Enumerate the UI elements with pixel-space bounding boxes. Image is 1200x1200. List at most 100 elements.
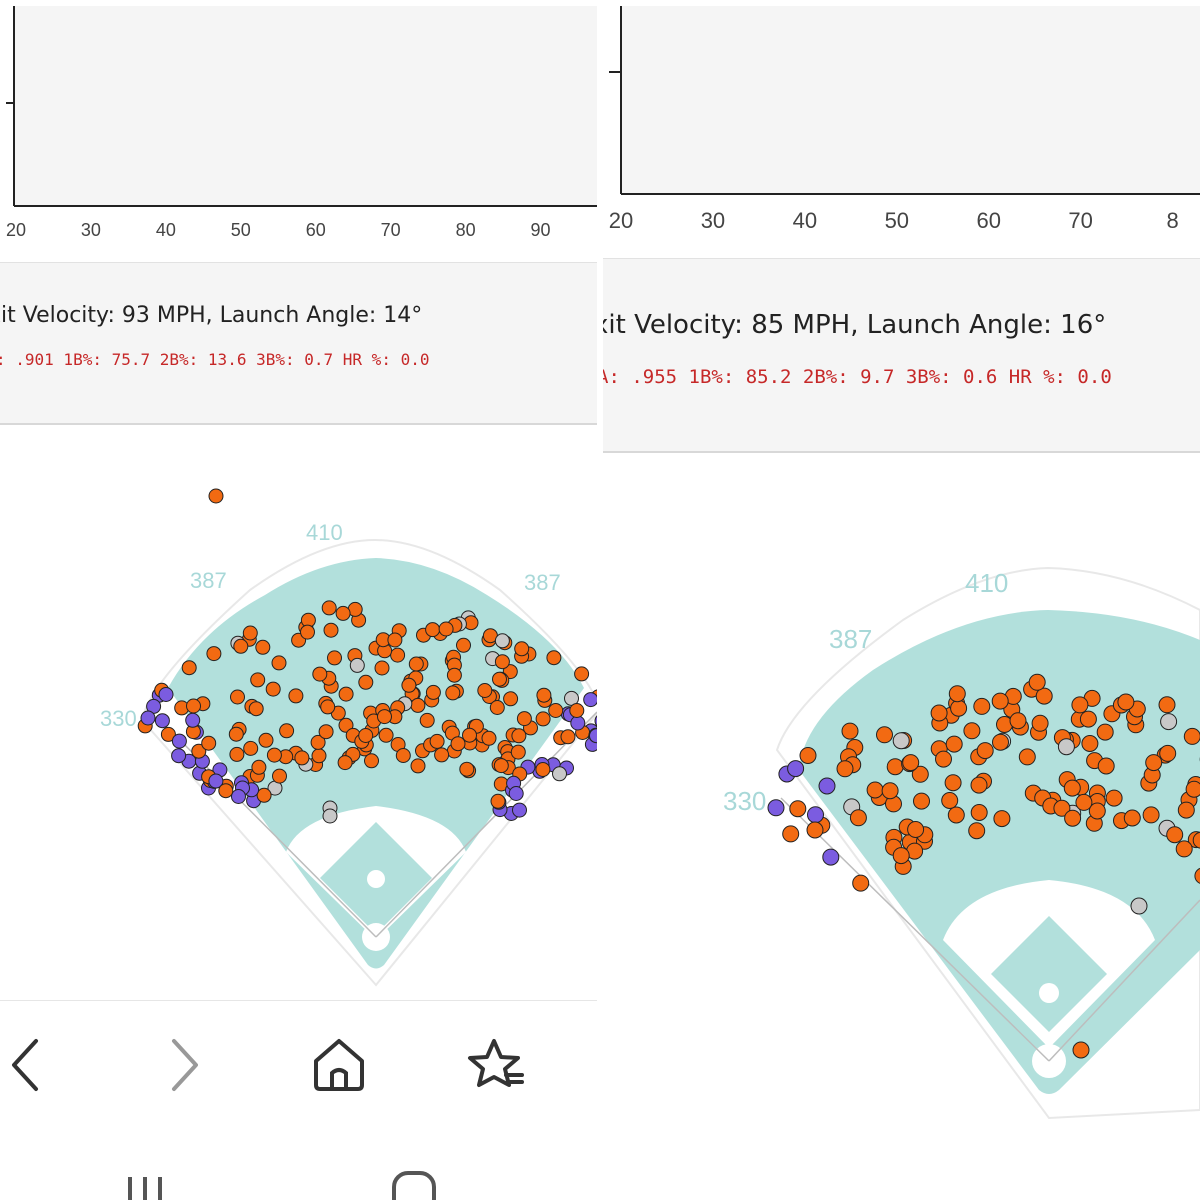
batted-ball-dot: [243, 740, 259, 756]
batted-ball-dot: [1117, 693, 1135, 711]
batted-ball-dot: [206, 646, 222, 662]
batted-ball-dot: [358, 674, 374, 690]
recents-button[interactable]: [120, 1171, 170, 1200]
batted-ball-dot: [1105, 789, 1123, 807]
batted-ball-dot: [892, 732, 910, 750]
batted-ball-dot: [902, 754, 920, 772]
batted-ball-dot: [338, 717, 354, 733]
home-icon: [314, 1039, 364, 1091]
batted-ball-dot: [429, 733, 445, 749]
x-tick-label: 50: [885, 208, 909, 233]
batted-ball-dot: [450, 736, 466, 752]
left-foul-line: [780, 797, 1050, 1062]
batted-ball-dot: [288, 688, 304, 704]
batted-ball-dot: [973, 697, 991, 715]
batted-ball-dot: [548, 703, 564, 718]
chart-plot-area: [621, 6, 1200, 194]
batted-ball-dot: [1075, 793, 1093, 811]
batted-ball-dot: [481, 730, 497, 746]
batted-ball-dot: [160, 726, 176, 742]
batted-ball-dot: [970, 804, 988, 821]
batted-ball-dot: [271, 655, 287, 671]
batted-ball-dot: [401, 677, 417, 693]
batted-ball-dot: [1097, 757, 1115, 775]
batted-ball-dot: [410, 697, 426, 713]
batted-ball-dot: [456, 637, 471, 653]
batted-ball-dot: [948, 685, 966, 703]
batted-ball-dot: [186, 698, 201, 714]
batted-ball-dot: [492, 671, 507, 687]
batted-ball-dot: [991, 692, 1009, 710]
batted-ball-dot: [512, 802, 527, 818]
batted-ball-dot: [963, 722, 981, 740]
back-button[interactable]: [6, 1035, 46, 1095]
batted-ball-dot: [945, 735, 963, 753]
batted-ball-dot: [799, 747, 817, 764]
batted-ball-dot: [312, 666, 328, 682]
batted-ball-dot: [408, 656, 424, 672]
batted-ball-dot: [446, 667, 462, 683]
batted-ball-dot: [941, 792, 959, 809]
batted-ball-dot: [1096, 723, 1114, 741]
batted-ball-dot: [569, 703, 585, 718]
batted-ball-dot: [852, 874, 870, 892]
batted-ball-dot: [1159, 744, 1177, 762]
distance-left-center: 387: [829, 624, 872, 654]
batted-ball-dot: [1088, 802, 1106, 820]
batted-ball-dot: [1081, 735, 1099, 752]
batted-ball-dot: [503, 691, 519, 707]
batted-ball-dot: [546, 650, 562, 666]
batted-ball-dot: [272, 768, 287, 784]
batted-ball-dot: [140, 710, 156, 726]
batted-ball-dot: [321, 600, 337, 616]
hit-probability-stats: A: .955 1B%: 85.2 2B%: 9.7 3B%: 0.6 HR %…: [603, 366, 1112, 388]
exit-velocity-text: xit Velocity: 85 MPH, Launch Angle: 16°: [603, 310, 1107, 340]
system-home-icon: [392, 1171, 436, 1200]
batted-ball-dot: [255, 639, 271, 655]
batted-ball-dot: [250, 672, 266, 688]
x-tick-label: 50: [231, 220, 251, 240]
batted-ball-dot: [395, 748, 411, 763]
batted-ball-dot: [171, 748, 187, 764]
batted-ball-dot: [930, 704, 948, 722]
batted-ball-dot: [1185, 780, 1200, 798]
x-tick-label: 30: [81, 220, 101, 240]
batted-ball-dot: [477, 683, 493, 698]
batted-ball-dot: [789, 800, 807, 818]
batted-ball-dot: [378, 727, 394, 743]
home-button[interactable]: [310, 1037, 368, 1093]
batted-ball-dot: [1160, 713, 1178, 731]
chevron-right-icon: [172, 1039, 198, 1091]
batted-ball-dot: [944, 774, 962, 792]
batted-ball-dot: [242, 625, 258, 641]
batted-ball-dot: [490, 793, 506, 809]
batted-ball-dot: [251, 759, 267, 775]
chart-plot-area: [14, 6, 597, 206]
x-tick-label: 40: [793, 208, 817, 233]
batted-ball-dot: [849, 809, 867, 827]
batted-ball-dot: [806, 821, 824, 839]
batted-ball-dot: [992, 733, 1009, 751]
x-tick-label: 8: [1166, 208, 1178, 233]
batted-ball-dot: [154, 713, 170, 729]
batted-ball-dot: [886, 758, 904, 776]
batted-ball-dot: [311, 748, 327, 764]
batted-ball-dot: [535, 711, 551, 727]
bookmarks-button[interactable]: [466, 1037, 526, 1093]
spray-chart-left: 410 387 387 330: [100, 488, 597, 987]
batted-ball-dot: [310, 734, 326, 750]
batted-ball-dot: [300, 624, 315, 640]
batted-ball-dot: [1158, 696, 1176, 714]
batted-ball-dot: [419, 712, 435, 728]
right-panel: 20 30 40 50 60 70 8 xit Velocity: 85 MPH, Laun…: [603, 0, 1200, 1200]
batted-ball-dot: [1071, 696, 1089, 714]
batted-ball-dot: [374, 660, 390, 676]
left-panel: 20 30 40 50 60 70 80 90 xit Velocity: 93 MPH, L…: [0, 0, 597, 1200]
system-home-button[interactable]: [390, 1169, 440, 1200]
distance-left-line: 330: [100, 706, 137, 731]
batted-ball-dot: [535, 762, 551, 777]
batted-ball-dot: [511, 728, 527, 744]
batted-ball-dot: [822, 848, 840, 866]
batted-ball-dot: [1142, 806, 1160, 824]
forward-button[interactable]: [164, 1035, 204, 1095]
